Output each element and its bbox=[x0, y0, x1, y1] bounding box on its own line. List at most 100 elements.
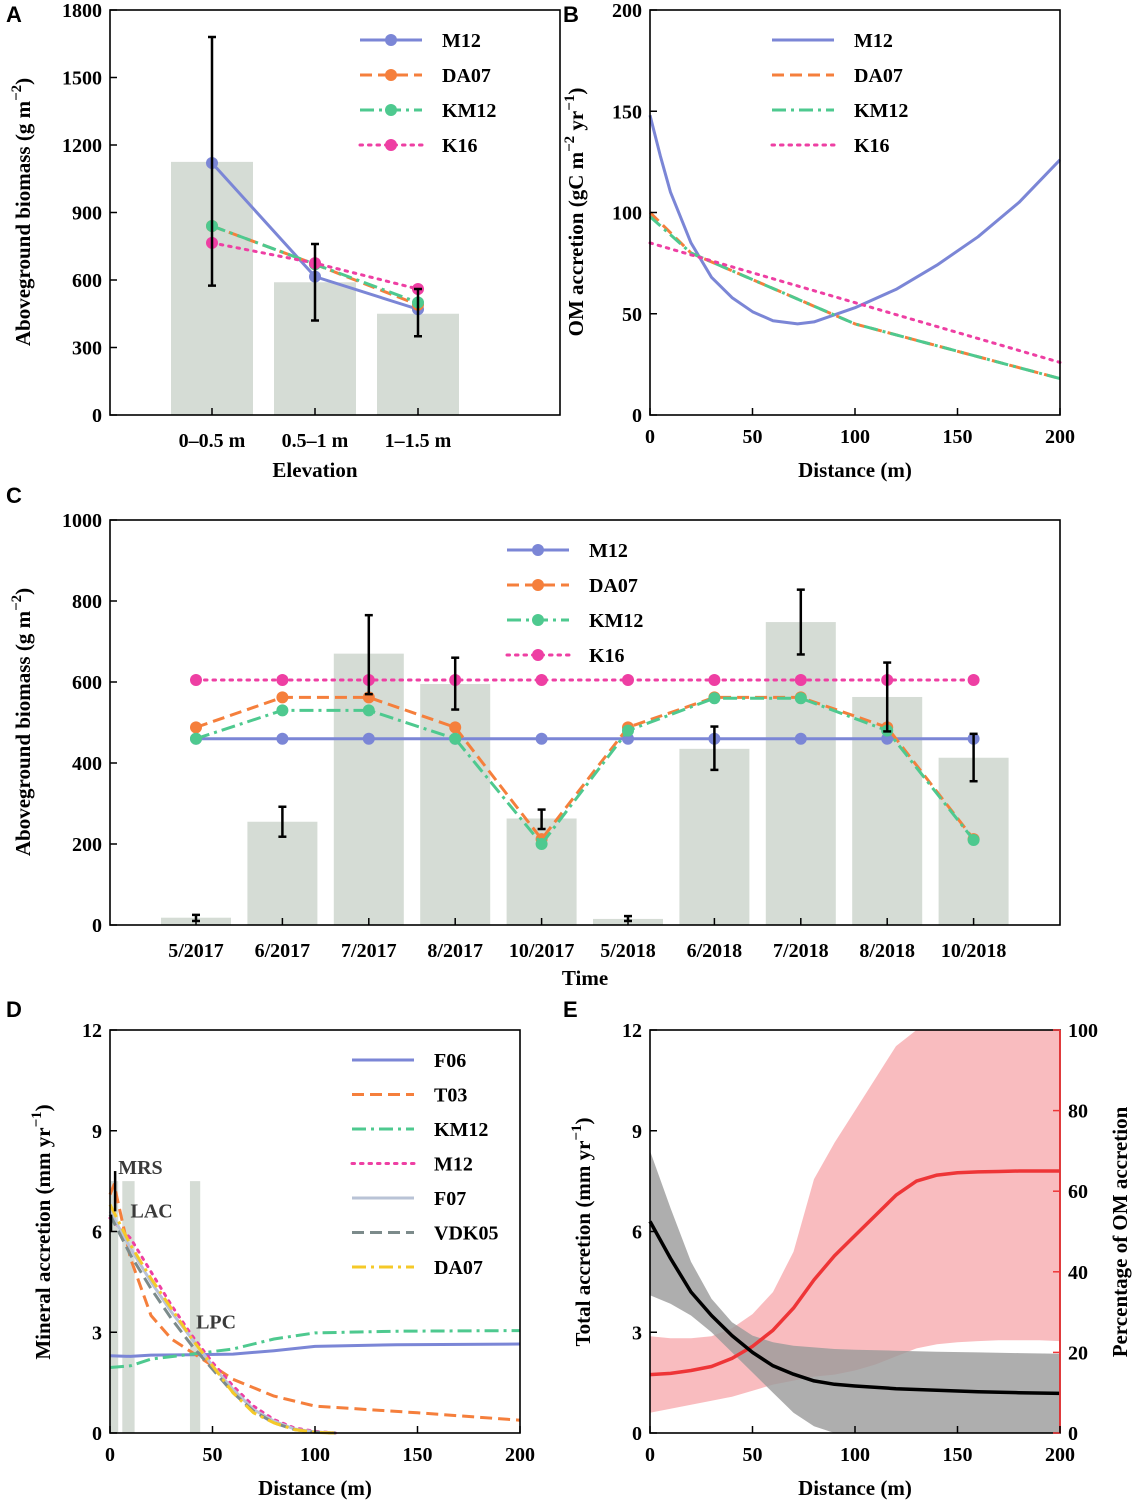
annotation-lac: LAC bbox=[131, 1200, 173, 1222]
y-tick-label: 6 bbox=[92, 1222, 102, 1244]
y-right-tick-label: 60 bbox=[1068, 1181, 1088, 1203]
y-tick-label: 6 bbox=[632, 1222, 642, 1244]
panel-label-b: B bbox=[563, 2, 579, 27]
legend-label-k16: K16 bbox=[854, 135, 890, 157]
legend-label-da07: DA07 bbox=[854, 65, 903, 87]
point-k16 bbox=[622, 673, 634, 686]
y-tick-label: 200 bbox=[72, 834, 102, 856]
y-axis-label-right: Percentage of OM accretion bbox=[1108, 1106, 1132, 1357]
point-k16 bbox=[708, 673, 721, 686]
panel-label-a: A bbox=[6, 2, 22, 27]
x-tick-label: 200 bbox=[1045, 1444, 1075, 1466]
x-tick-label: 150 bbox=[403, 1444, 433, 1466]
y-tick-label: 0 bbox=[92, 915, 102, 937]
point-km12 bbox=[276, 704, 289, 717]
legend-label-k16: K16 bbox=[589, 645, 625, 667]
legend-label-km12: KM12 bbox=[442, 100, 496, 122]
total-accretion-band bbox=[650, 1150, 1060, 1433]
y-tick-label: 900 bbox=[72, 203, 102, 225]
legend-label-vdk05: VDK05 bbox=[434, 1223, 498, 1245]
y-tick-label: 100 bbox=[612, 203, 642, 225]
y-tick-label: 600 bbox=[72, 270, 102, 292]
legend-label-m12: M12 bbox=[434, 1154, 473, 1176]
point-km12 bbox=[535, 838, 548, 850]
x-tick-label: 7/2017 bbox=[341, 940, 397, 962]
x-tick-label: 50 bbox=[203, 1444, 223, 1466]
point-k16 bbox=[276, 673, 289, 686]
y-tick-label: 600 bbox=[72, 672, 102, 694]
x-tick-label: 8/2018 bbox=[859, 940, 915, 962]
y-axis-label: Mineral accretion (mm yr−1) bbox=[29, 1104, 55, 1359]
x-tick-label: 1–1.5 m bbox=[385, 430, 452, 452]
y-axis-label: Total accretion (mm yr−1) bbox=[569, 1118, 595, 1347]
x-tick-label: 6/2017 bbox=[255, 940, 311, 962]
point-km12 bbox=[967, 833, 980, 846]
series-line-m12 bbox=[648, 114, 1062, 326]
point-m12 bbox=[794, 732, 807, 745]
x-tick-label: 100 bbox=[300, 1444, 330, 1466]
series-line-da07 bbox=[195, 695, 975, 841]
legend-marker-k16 bbox=[385, 139, 397, 151]
y-tick-label: 12 bbox=[82, 1020, 102, 1042]
x-tick-label: 5/2018 bbox=[600, 940, 656, 962]
x-axis-label: Distance (m) bbox=[258, 1476, 372, 1500]
point-km12 bbox=[622, 724, 634, 737]
y-tick-label: 0 bbox=[632, 1423, 642, 1445]
y-tick-label: 1800 bbox=[62, 0, 102, 22]
legend-label-da07: DA07 bbox=[589, 575, 638, 597]
x-tick-label: 50 bbox=[743, 426, 763, 448]
series-line-km12 bbox=[109, 1329, 521, 1369]
legend-marker-k16 bbox=[532, 649, 544, 661]
x-tick-label: 100 bbox=[840, 1444, 870, 1466]
legend-marker-km12 bbox=[385, 104, 397, 116]
point-km12 bbox=[362, 704, 375, 717]
legend-label-t03: T03 bbox=[434, 1085, 467, 1107]
point-m12 bbox=[362, 732, 375, 745]
y-tick-label: 0 bbox=[92, 405, 102, 427]
x-axis-label: Distance (m) bbox=[798, 458, 912, 482]
y-tick-label: 9 bbox=[632, 1121, 642, 1143]
bar-6/2018 bbox=[679, 748, 750, 925]
point-k16 bbox=[794, 673, 807, 686]
y-right-tick-label: 80 bbox=[1068, 1101, 1088, 1123]
series-line-km12 bbox=[649, 215, 1061, 381]
legend-marker-km12 bbox=[532, 614, 544, 626]
point-da07 bbox=[276, 691, 289, 704]
y-tick-label: 50 bbox=[622, 304, 642, 326]
y-right-tick-label: 40 bbox=[1068, 1262, 1088, 1284]
legend-label-k16: K16 bbox=[442, 135, 478, 157]
legend-marker-da07 bbox=[385, 69, 397, 81]
panel-label-e: E bbox=[563, 997, 578, 1022]
legend-marker-m12 bbox=[532, 544, 544, 556]
y-tick-label: 1500 bbox=[62, 68, 102, 90]
x-tick-label: 100 bbox=[840, 426, 870, 448]
y-tick-label: 0 bbox=[632, 405, 642, 427]
y-tick-label: 0 bbox=[92, 1423, 102, 1445]
point-k16 bbox=[967, 673, 980, 686]
total-accretion-line bbox=[648, 1220, 1061, 1396]
legend-label-da07: DA07 bbox=[442, 65, 491, 87]
plot-frame bbox=[109, 519, 1061, 926]
series-line-f06 bbox=[109, 1342, 521, 1358]
y-tick-label: 400 bbox=[72, 753, 102, 775]
x-tick-label: 5/2017 bbox=[168, 940, 224, 962]
x-axis-label: Time bbox=[562, 966, 608, 990]
point-m12 bbox=[535, 732, 548, 745]
panel-b-chart: 0 50 100 150 200 0 50 100 150 200 Distance (m) OM a… bbox=[562, 0, 1075, 482]
annotation-mrs: MRS bbox=[118, 1157, 162, 1179]
legend-label-f06: F06 bbox=[434, 1050, 466, 1072]
y-tick-label: 200 bbox=[612, 0, 642, 22]
panel-label-d: D bbox=[6, 997, 22, 1022]
legend-label-km12: KM12 bbox=[434, 1119, 488, 1141]
panel-c-chart: 0 200 400 600 800 1000 5/2017 6/2017 7/2017 8/201… bbox=[9, 510, 1061, 990]
point-k16 bbox=[535, 673, 548, 686]
x-tick-label: 0 bbox=[645, 426, 655, 448]
point-km12 bbox=[190, 732, 202, 745]
point-da07 bbox=[190, 721, 202, 734]
y-tick-label: 9 bbox=[92, 1121, 102, 1143]
y-axis-label: Aboveground biomass (g m−2) bbox=[9, 588, 35, 856]
annotation-lpc: LPC bbox=[196, 1311, 236, 1333]
legend-label-da07: DA07 bbox=[434, 1257, 483, 1279]
y-tick-label: 3 bbox=[92, 1322, 102, 1344]
x-tick-label: 150 bbox=[943, 426, 973, 448]
